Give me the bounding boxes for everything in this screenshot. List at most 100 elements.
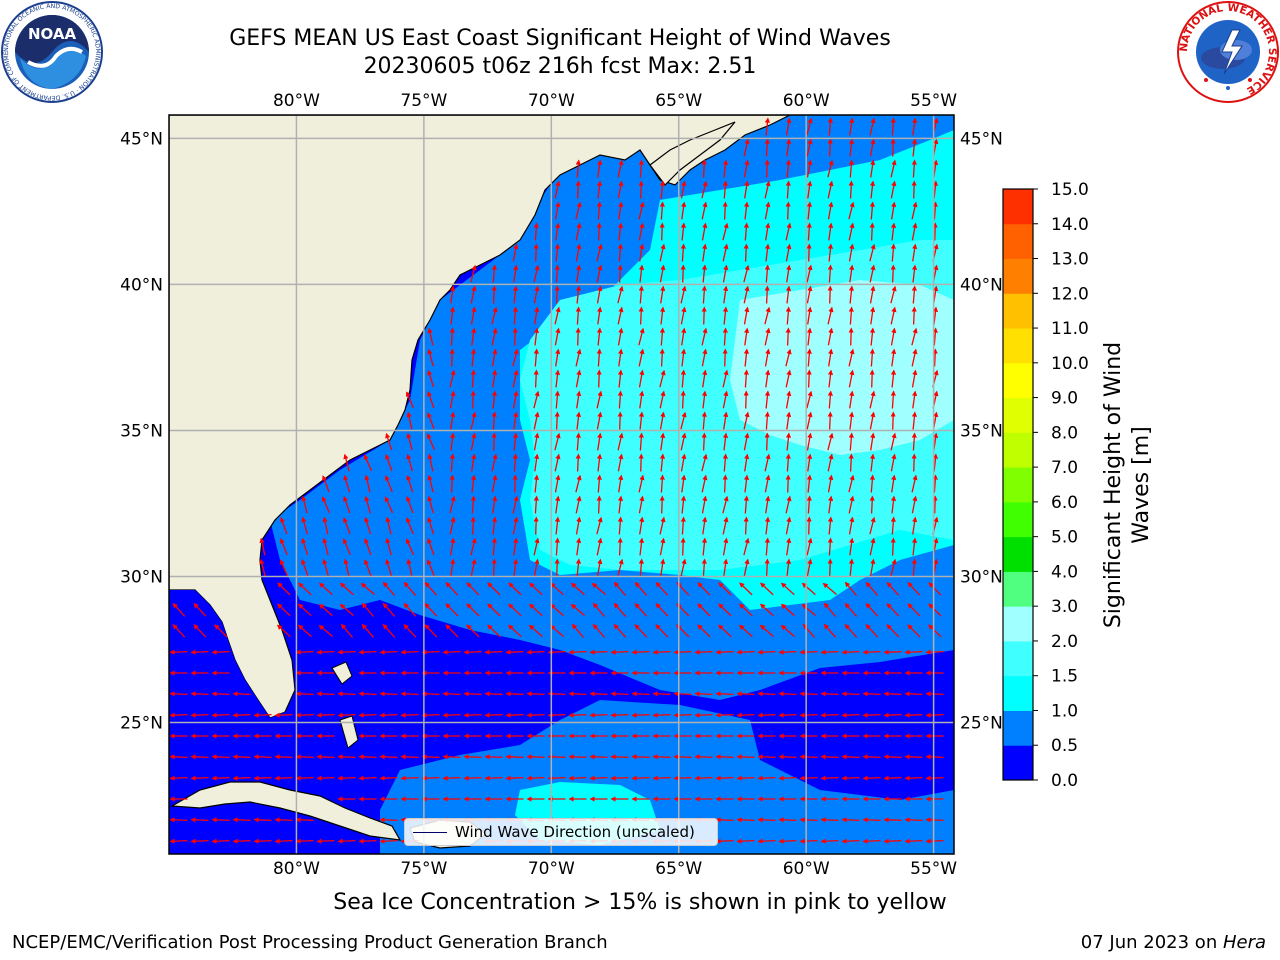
wind-wave-arrow <box>232 691 251 697</box>
wind-wave-arrow <box>911 369 918 388</box>
wind-wave-arrow <box>849 264 855 283</box>
wind-wave-arrow <box>739 603 753 617</box>
wind-wave-arrow <box>869 558 876 577</box>
wind-wave-arrow <box>337 712 356 718</box>
wind-wave-arrow <box>890 180 897 199</box>
wind-wave-arrow <box>925 691 944 697</box>
wind-wave-arrow <box>491 327 498 346</box>
wind-wave-arrow <box>427 495 434 514</box>
colorbar-tick-label: 2.0 <box>1051 632 1078 652</box>
wind-wave-arrow <box>673 712 692 718</box>
wind-wave-arrow <box>575 516 582 535</box>
wind-wave-arrow <box>869 369 875 388</box>
wind-wave-arrow <box>491 285 497 304</box>
wind-wave-arrow <box>631 691 650 697</box>
wind-wave-arrow <box>806 117 813 136</box>
wind-wave-arrow <box>554 516 561 535</box>
wind-wave-arrow <box>505 649 524 655</box>
wind-wave-arrow <box>718 624 732 638</box>
wind-wave-arrow <box>764 327 771 346</box>
wind-wave-arrow <box>449 306 456 325</box>
wind-wave-arrows <box>169 117 944 844</box>
wind-wave-arrow <box>316 649 335 655</box>
wind-wave-arrow <box>337 691 356 697</box>
wind-wave-arrow <box>617 327 624 346</box>
wind-wave-arrow <box>827 432 834 451</box>
wind-wave-arrow <box>576 264 582 283</box>
wind-wave-arrow <box>932 474 938 493</box>
wind-wave-arrow <box>780 582 795 596</box>
wind-wave-arrow <box>806 159 813 178</box>
wind-wave-arrow <box>339 603 354 616</box>
wind-wave-arrow <box>932 348 938 367</box>
wind-wave-arrow <box>744 327 750 346</box>
wind-wave-arrow <box>591 582 606 595</box>
wind-wave-arrow <box>673 775 692 781</box>
wind-wave-arrow <box>406 496 414 514</box>
wind-wave-arrow <box>932 453 939 472</box>
wind-wave-arrow <box>508 582 522 596</box>
wind-wave-arrow <box>904 691 923 697</box>
wind-wave-arrow <box>491 432 497 451</box>
wind-wave-arrow <box>533 495 539 514</box>
wind-wave-arrow <box>702 369 708 388</box>
wind-wave-arrow <box>421 691 440 697</box>
wind-wave-arrow <box>844 602 858 617</box>
wind-wave-arrow <box>364 495 371 514</box>
wind-wave-arrow <box>427 348 434 367</box>
wind-wave-arrow <box>759 624 774 638</box>
wind-wave-arrow <box>534 306 540 325</box>
gulf-of-mexico-water <box>169 590 320 796</box>
wind-wave-arrow <box>722 537 729 556</box>
wind-wave-arrow <box>659 369 666 388</box>
wind-wave-arrow <box>841 691 860 697</box>
wind-wave-arrow <box>928 603 942 617</box>
wind-wave-arrow <box>364 538 372 556</box>
wind-wave-arrow <box>575 558 582 577</box>
wind-wave-arrow <box>449 369 456 388</box>
wind-wave-arrow <box>660 432 666 451</box>
wind-wave-arrow <box>449 474 455 493</box>
wind-wave-arrow <box>806 495 812 514</box>
wind-wave-arrow <box>701 285 707 304</box>
wind-wave-arrow <box>405 538 415 556</box>
wind-wave-arrow <box>806 369 812 388</box>
wind-wave-arrow <box>277 603 291 617</box>
wind-wave-arrow <box>526 775 545 781</box>
wind-wave-arrow <box>911 222 918 241</box>
wind-wave-arrow <box>463 691 482 697</box>
wind-wave-arrow <box>533 327 540 346</box>
wind-wave-arrow <box>610 691 629 697</box>
wind-wave-arrow <box>823 602 836 617</box>
wind-wave-arrow <box>596 264 603 283</box>
colorbar-tick-label: 0.5 <box>1051 736 1078 756</box>
wind-wave-arrow <box>533 537 540 556</box>
wind-wave-arrow <box>694 649 713 655</box>
wind-wave-arrow <box>786 264 792 283</box>
colorbar: 0.0 0.5 1.0 1.5 2.0 3.0 4.0 5.0 6.0 7.0 8.0 9.0 10.0… <box>1002 180 1089 791</box>
lat-tick-label: 40°N <box>120 275 163 295</box>
wind-wave-arrow <box>764 201 771 220</box>
wind-wave-arrow <box>507 624 522 638</box>
wind-wave-arrow <box>849 390 855 409</box>
wind-wave-arrow <box>379 775 398 781</box>
wind-wave-arrow <box>764 558 770 577</box>
wind-wave-arrow <box>316 838 335 844</box>
wind-wave-arrow <box>807 453 813 472</box>
wind-wave-arrow <box>295 712 314 718</box>
wind-wave-arrow <box>470 348 477 367</box>
wind-wave-arrow <box>470 306 477 325</box>
colorbar-segment <box>1003 362 1033 399</box>
wind-wave-arrow <box>904 649 923 655</box>
wind-wave-arrow <box>911 306 917 325</box>
wind-wave-arrow <box>785 390 792 409</box>
wind-wave-arrow <box>190 817 209 823</box>
wind-wave-arrow <box>379 712 398 718</box>
wind-wave-arrow <box>337 838 356 844</box>
wind-wave-arrow <box>701 201 708 220</box>
wind-wave-arrow <box>911 558 917 577</box>
noaa-logo: NATIONAL OCEANIC AND ATMOSPHERIC ADMINIS… <box>0 0 103 103</box>
wind-wave-arrow <box>912 390 918 409</box>
wind-wave-arrow <box>806 348 812 367</box>
wind-wave-arrow <box>722 453 728 472</box>
